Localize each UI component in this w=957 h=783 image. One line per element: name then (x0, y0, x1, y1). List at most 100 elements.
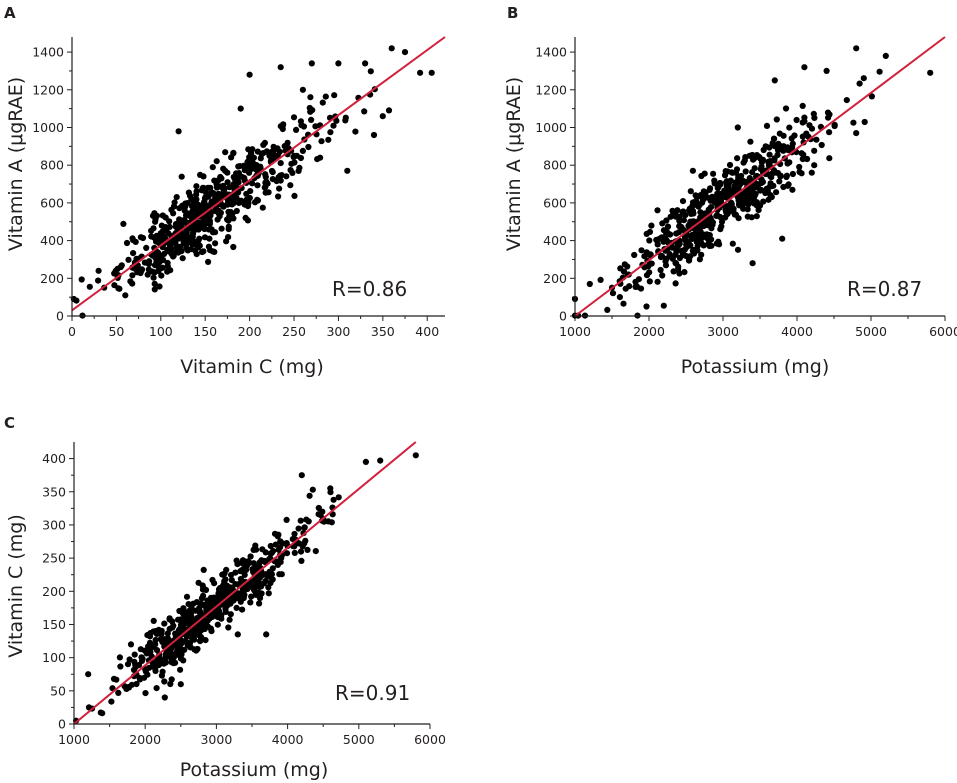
point-a-332 (159, 212, 166, 219)
point-c-226 (259, 546, 266, 553)
point-b-371 (676, 217, 683, 225)
y-axis-title-c: Vitamin C (mg) (5, 514, 27, 658)
point-a-376 (189, 238, 197, 245)
point-a-381 (277, 160, 284, 167)
point-c-536 (214, 593, 221, 601)
point-b-517 (770, 135, 778, 142)
point-b-512 (783, 172, 791, 179)
point-b-551 (718, 191, 725, 199)
point-c-414 (247, 553, 254, 560)
point-c-228 (133, 680, 140, 688)
point-c-484 (126, 656, 133, 663)
point-b-202 (687, 188, 694, 195)
point-b-230 (751, 165, 758, 172)
point-a-66 (299, 147, 306, 154)
point-c-551 (219, 590, 226, 597)
point-c-531 (172, 632, 179, 639)
x-tick-label-c-3: 4000 (272, 732, 304, 747)
point-c-341 (283, 550, 291, 557)
axes-b (574, 37, 945, 317)
point-b-476 (771, 157, 778, 164)
point-a-543 (144, 271, 151, 278)
point-b-71 (710, 170, 717, 177)
point-a-301 (218, 225, 225, 232)
point-a-357 (148, 227, 155, 234)
panel-letter-a: A (4, 4, 16, 22)
point-a-115 (308, 116, 315, 123)
point-b-98 (876, 68, 883, 75)
point-c-338 (232, 569, 239, 576)
axes-a (71, 37, 445, 317)
point-b-537 (751, 184, 758, 191)
point-a-266 (307, 94, 314, 101)
point-b-556 (806, 122, 813, 129)
point-b-329 (693, 238, 700, 245)
point-a-490 (183, 235, 190, 242)
axes-c (73, 442, 430, 725)
point-a-198 (143, 244, 150, 251)
ticks-c (69, 458, 431, 729)
r-value-a: R=0.86 (332, 277, 407, 301)
point-b-430 (632, 278, 639, 285)
y-tick-label-a-4: 800 (40, 158, 64, 173)
point-a-149 (158, 272, 165, 279)
point-a-493 (112, 267, 119, 275)
point-c-434 (209, 576, 216, 584)
point-a-512 (153, 238, 160, 245)
point-a-504 (205, 202, 212, 209)
x-tick-label-b-4: 5000 (855, 324, 887, 339)
point-c-562 (85, 704, 93, 711)
point-b-236 (742, 154, 749, 161)
point-b-350 (622, 285, 629, 292)
x-tick-label-b-3: 4000 (781, 324, 813, 339)
point-a-458 (160, 256, 167, 264)
point-b-216 (616, 294, 624, 301)
point-b-555 (689, 231, 696, 238)
point-c-461 (191, 631, 198, 638)
point-c-331 (233, 557, 240, 564)
point-b-474 (676, 270, 683, 277)
point-a-430 (269, 176, 276, 183)
point-a-447 (148, 268, 156, 275)
point-a-433 (162, 224, 169, 231)
point-b-178 (810, 110, 817, 117)
point-a-445 (246, 166, 253, 173)
scatter-points-c (73, 452, 419, 724)
point-c-116 (108, 698, 115, 705)
point-b-333 (662, 262, 670, 269)
panel-letter-c: C (4, 414, 15, 432)
point-b-390 (673, 248, 680, 255)
point-a-233 (200, 173, 207, 180)
point-c-247 (161, 620, 168, 627)
point-b-63 (776, 178, 783, 185)
point-a-360 (164, 268, 171, 275)
point-c-136 (117, 663, 124, 670)
point-c-568 (177, 681, 184, 688)
point-b-403 (631, 251, 638, 259)
point-b-223 (654, 278, 661, 285)
point-a-146 (287, 182, 294, 189)
point-a-525 (270, 147, 277, 154)
point-b-255 (709, 219, 717, 226)
point-b-374 (750, 156, 757, 163)
point-b-511 (760, 198, 767, 205)
point-b-554 (700, 222, 707, 230)
point-b-461 (766, 151, 773, 158)
point-c-510 (184, 642, 191, 649)
y-tick-label-a-6: 1200 (32, 82, 64, 97)
point-c-421 (304, 546, 311, 554)
point-a-571 (175, 128, 182, 135)
point-b-345 (683, 243, 691, 250)
point-b-183 (782, 105, 790, 112)
x-tick-label-a-6: 300 (326, 324, 350, 339)
point-b-455 (648, 222, 655, 229)
point-b-460 (770, 182, 777, 189)
point-a-572 (237, 105, 244, 112)
point-c-53 (153, 685, 160, 692)
point-c-527 (168, 650, 175, 657)
point-c-556 (184, 619, 192, 626)
point-b-499 (744, 206, 751, 213)
point-b-283 (689, 218, 696, 225)
point-c-380 (297, 548, 305, 555)
point-b-493 (696, 232, 703, 239)
